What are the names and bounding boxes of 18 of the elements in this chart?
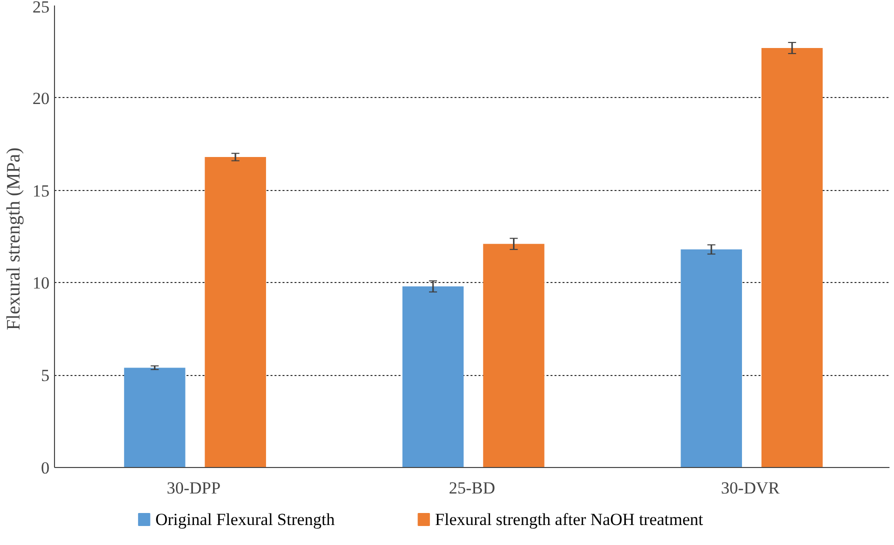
legend-label: Flexural strength after NaOH treatment	[435, 510, 704, 529]
y-tick-label: 10	[32, 274, 50, 293]
y-tick-label: 5	[41, 366, 50, 386]
y-axis-title: Flexural strength (MPa)	[4, 148, 24, 330]
bar	[483, 244, 544, 468]
y-tick-label: 25	[32, 0, 50, 16]
x-tick-label: 25-BD	[448, 478, 496, 498]
x-tick-label: 30-DVR	[721, 478, 780, 498]
legend-label: Original Flexural Strength	[155, 510, 336, 529]
x-tick-label: 30-DPP	[166, 478, 221, 498]
bar	[680, 249, 742, 468]
bar	[204, 157, 266, 468]
y-tick-label: 0	[41, 458, 50, 478]
bar	[124, 368, 186, 468]
bar	[761, 48, 823, 468]
y-tick-label: 15	[32, 181, 50, 200]
bar	[402, 286, 464, 468]
y-tick-label: 20	[32, 88, 50, 108]
